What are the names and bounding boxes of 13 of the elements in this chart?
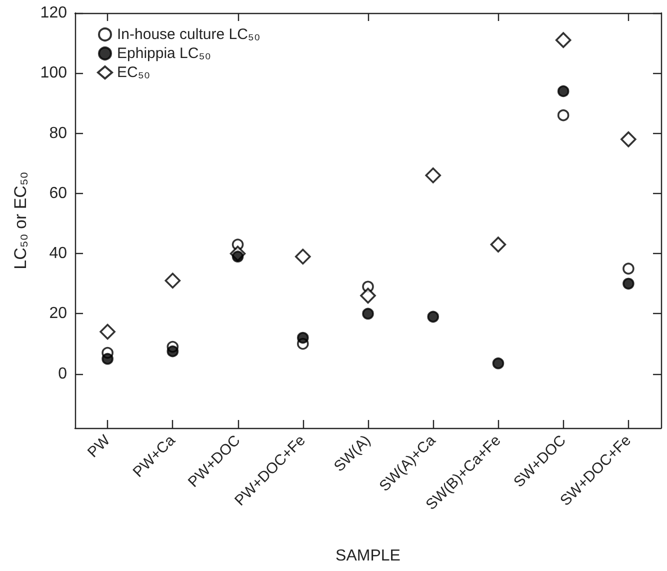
legend-label: EC₅₀ [117, 64, 150, 81]
y-tick-label: 0 [58, 365, 68, 382]
legend-label: Ephippia LC₅₀ [117, 45, 211, 62]
y-axis-title: LC₅₀ or EC₅₀ [11, 172, 30, 270]
x-tick-label: PW [84, 431, 114, 462]
y-tick-label: 100 [40, 64, 68, 82]
y-tick-label: 80 [49, 124, 68, 142]
y-tick-label: 120 [40, 4, 68, 22]
y-tick-label: 60 [49, 184, 68, 202]
x-axis-title: SAMPLE [336, 548, 400, 564]
y-tick-label: 40 [49, 245, 68, 262]
y-tick-label: 20 [49, 305, 68, 322]
legend-label: In-house culture LC₅₀ [117, 26, 260, 43]
